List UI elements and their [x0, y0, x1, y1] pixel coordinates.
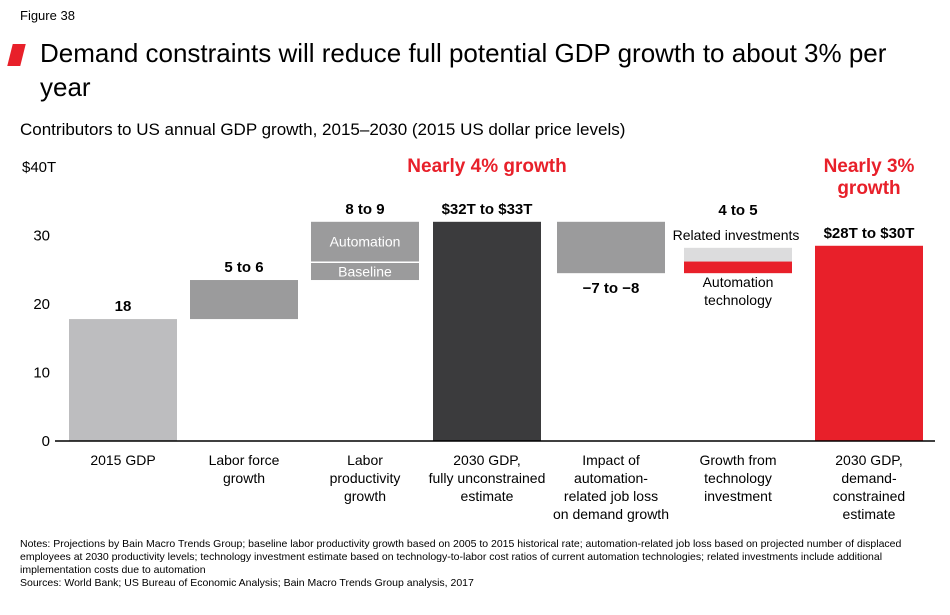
category-label: constrained — [833, 488, 905, 504]
data-label: 4 to 5 — [718, 202, 757, 219]
sources-text: Sources: World Bank; US Bureau of Econom… — [20, 577, 474, 589]
category-label: fully unconstrained — [429, 470, 546, 486]
bar-segment — [190, 280, 298, 320]
bar-segment — [684, 261, 792, 274]
data-label: 5 to 6 — [224, 259, 263, 276]
category-label: on demand growth — [553, 506, 669, 522]
chart-subtitle: Contributors to US annual GDP growth, 20… — [20, 120, 626, 139]
data-label: 8 to 9 — [345, 201, 384, 218]
category-label: technology — [704, 470, 772, 486]
figure-label: Figure 38 — [20, 8, 75, 23]
category-label: Growth from — [699, 452, 776, 468]
category-label: Labor force — [209, 452, 280, 468]
data-label: −7 to −8 — [583, 280, 640, 297]
notes-block: Notes: Projections by Bain Macro Trends … — [20, 538, 930, 590]
y-tick-label: 30 — [33, 228, 50, 245]
category-label: Labor — [347, 452, 383, 468]
category-label: growth — [223, 470, 265, 486]
data-label: 18 — [115, 298, 132, 315]
category-label: estimate — [461, 488, 514, 504]
chart-title: Demand constraints will reduce full pote… — [40, 38, 887, 102]
growth-annotation: Nearly 4% growth — [407, 156, 566, 177]
category-label: estimate — [843, 506, 896, 522]
growth-annotation: growth — [837, 178, 900, 199]
y-axis-max-label: $40T — [22, 159, 56, 176]
bar-segment — [433, 221, 541, 441]
y-tick-label: 10 — [33, 365, 50, 382]
related-investments-label: Related investments — [673, 227, 800, 243]
bar-segment — [311, 221, 419, 262]
bar-segment — [684, 247, 792, 262]
bar-segment — [311, 262, 419, 281]
bar-segment — [815, 245, 923, 441]
automation-technology-label: Automation — [703, 274, 774, 290]
bar-segment-label: Baseline — [338, 263, 392, 279]
category-label: productivity — [330, 470, 401, 486]
category-label: related job loss — [564, 488, 658, 504]
category-label: growth — [344, 488, 386, 504]
category-label: 2030 GDP, — [453, 452, 520, 468]
category-label: 2030 GDP, — [835, 452, 902, 468]
category-label: 2015 GDP — [90, 452, 155, 468]
category-label: automation- — [574, 470, 648, 486]
data-label: $32T to $33T — [442, 201, 533, 218]
bar-segment — [557, 221, 665, 274]
bar-segment-label: Automation — [330, 234, 401, 250]
automation-technology-label: technology — [704, 292, 772, 308]
category-label: demand- — [841, 470, 897, 486]
bar-segment — [69, 319, 177, 441]
notes-text: Notes: Projections by Bain Macro Trends … — [20, 538, 902, 576]
category-label: investment — [704, 488, 772, 504]
y-tick-label: 20 — [33, 296, 50, 313]
y-tick-label: 0 — [42, 433, 50, 450]
data-label: $28T to $30T — [824, 225, 915, 242]
category-label: Impact of — [582, 452, 640, 468]
growth-annotation: Nearly 3% — [824, 156, 915, 177]
